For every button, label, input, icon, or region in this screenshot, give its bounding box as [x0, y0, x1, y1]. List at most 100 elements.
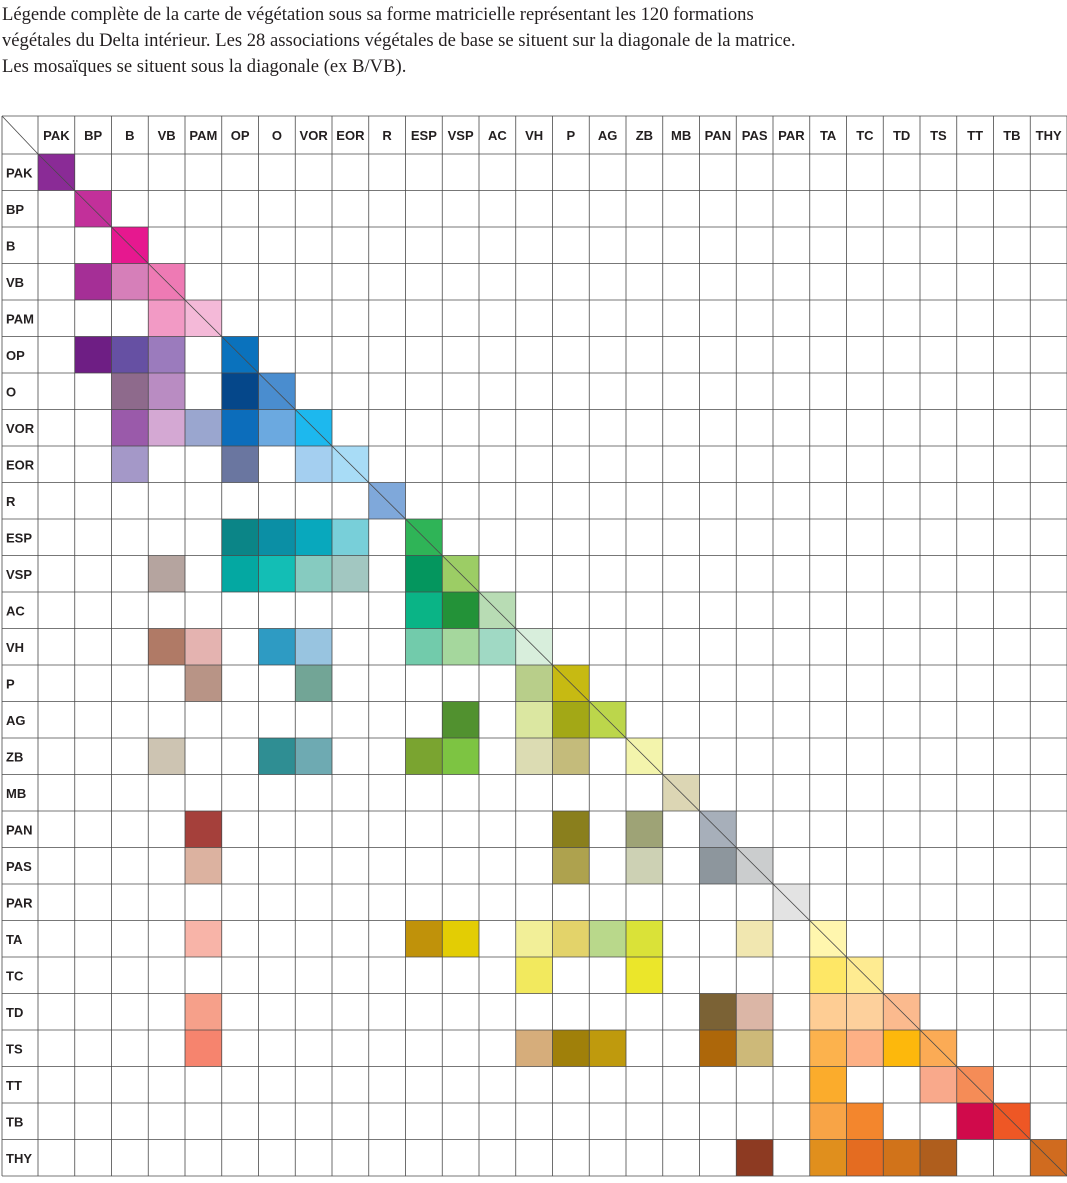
row-label-ac: AC: [6, 603, 25, 618]
cell-vor-op: [221, 409, 259, 446]
cell-vsp-eor: [332, 555, 369, 592]
cell-td-pas: [736, 993, 773, 1030]
caption-line-2: végétales du Delta intérieur. Les 28 ass…: [2, 30, 796, 51]
cell-vh-ac: [479, 628, 516, 665]
cell-ts-p: [552, 1030, 590, 1067]
row-label-vor: VOR: [6, 421, 35, 436]
cell-eor-op: [221, 446, 259, 483]
cell-vh-vor: [295, 628, 332, 665]
cell-thy-tc: [846, 1139, 884, 1176]
column-label-ag: AG: [598, 128, 618, 143]
cell-tb-tt: [956, 1103, 994, 1140]
row-label-op: OP: [6, 348, 25, 363]
cell-ta-vh: [515, 920, 553, 957]
cell-td-pam: [185, 993, 222, 1030]
cell-thy-pas: [736, 1139, 773, 1176]
column-label-vsp: VSP: [448, 128, 474, 143]
cell-eor-vor: [295, 446, 332, 483]
column-label-esp: ESP: [411, 128, 437, 143]
row-label-esp: ESP: [6, 530, 32, 545]
matrix-diagonal: [37, 153, 1067, 1177]
row-label-ta: TA: [6, 932, 23, 947]
cell-ta-vsp: [442, 920, 479, 957]
column-label-par: PAR: [778, 128, 805, 143]
row-label-p: P: [6, 676, 15, 691]
cell-zb-esp: [405, 738, 443, 775]
column-label-mb: MB: [671, 128, 691, 143]
cell-vb-b: [111, 263, 149, 300]
cell-ts-ag: [589, 1030, 626, 1067]
cell-vh-vb: [148, 628, 185, 665]
cell-ta-zb: [626, 920, 663, 957]
cell-vor-o: [258, 409, 296, 446]
cell-vor-b: [111, 409, 149, 446]
column-label-tc: TC: [856, 128, 874, 143]
row-label-tc: TC: [6, 968, 24, 983]
cell-zb-p: [552, 738, 590, 775]
column-label-pan: PAN: [705, 128, 731, 143]
row-label-td: TD: [6, 1005, 23, 1020]
column-label-tt: TT: [967, 128, 983, 143]
column-label-thy: THY: [1036, 128, 1062, 143]
cell-vsp-op: [221, 555, 259, 592]
cell-thy-ts: [920, 1139, 957, 1176]
row-label-vb: VB: [6, 275, 24, 290]
cell-td-pan: [699, 993, 737, 1030]
matrix-grid: [1, 115, 1067, 1177]
cell-vsp-vor: [295, 555, 332, 592]
cell-op-b: [111, 336, 149, 373]
matrix-labels: PAK PAK BP BP B B VB VB PAM PAM OP OP O O VOR VOR EOR EOR…: [6, 128, 1062, 1166]
column-label-vh: VH: [525, 128, 543, 143]
cell-pas-pam: [185, 847, 222, 884]
cell-pas-p: [552, 847, 590, 884]
cell-pas-zb: [626, 847, 663, 884]
caption: Légende complète de la carte de végétati…: [2, 2, 1062, 80]
column-label-zb: ZB: [636, 128, 653, 143]
cell-vh-o: [258, 628, 296, 665]
column-label-ta: TA: [820, 128, 837, 143]
cell-o-op: [221, 373, 259, 410]
column-label-eor: EOR: [336, 128, 365, 143]
cell-ta-ag: [589, 920, 626, 957]
column-label-td: TD: [893, 128, 910, 143]
cell-ts-td: [883, 1030, 920, 1067]
cell-pan-p: [552, 811, 590, 848]
row-label-o: O: [6, 384, 16, 399]
column-label-pam: PAM: [189, 128, 217, 143]
cell-ts-pan: [699, 1030, 737, 1067]
cell-ts-pam: [185, 1030, 222, 1067]
cell-o-vb: [148, 373, 185, 410]
cell-ts-ta: [809, 1030, 847, 1067]
cell-o-b: [111, 373, 149, 410]
cell-vsp-o: [258, 555, 296, 592]
cell-ts-vh: [515, 1030, 553, 1067]
cell-td-tc: [846, 993, 884, 1030]
cell-vor-pam: [185, 409, 222, 446]
cell-tc-vh: [515, 957, 553, 994]
row-label-pas: PAS: [6, 859, 32, 874]
cell-esp-op: [221, 519, 259, 556]
cell-pan-pam: [185, 811, 222, 848]
cell-ag-p: [552, 701, 590, 738]
cell-ta-p: [552, 920, 590, 957]
cell-vor-vb: [148, 409, 185, 446]
row-label-zb: ZB: [6, 749, 23, 764]
row-label-tt: TT: [6, 1078, 22, 1093]
cell-tt-ts: [920, 1066, 957, 1103]
column-label-p: P: [567, 128, 576, 143]
column-label-vor: VOR: [300, 128, 329, 143]
cell-vh-pam: [185, 628, 222, 665]
column-label-b: B: [125, 128, 134, 143]
cell-op-bp: [74, 336, 112, 373]
cell-vsp-esp: [405, 555, 443, 592]
cell-zb-vor: [295, 738, 332, 775]
cell-tb-tc: [846, 1103, 884, 1140]
cell-op-vb: [148, 336, 185, 373]
column-label-tb: TB: [1003, 128, 1020, 143]
column-label-r: R: [382, 128, 392, 143]
row-label-vh: VH: [6, 640, 24, 655]
cell-zb-vsp: [442, 738, 479, 775]
corner-diagonal: [1, 115, 39, 155]
column-label-o: O: [272, 128, 282, 143]
